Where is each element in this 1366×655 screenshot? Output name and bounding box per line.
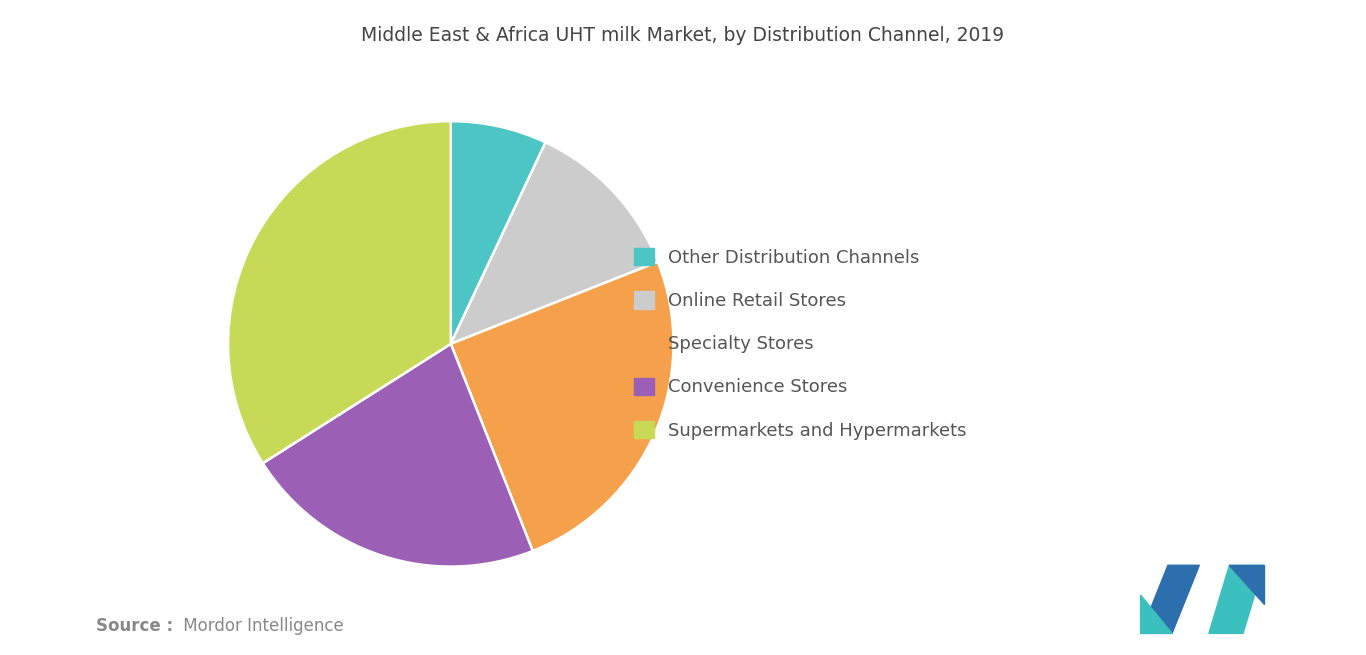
Wedge shape	[451, 262, 673, 551]
Polygon shape	[1141, 595, 1172, 633]
Polygon shape	[1141, 565, 1199, 633]
Legend: Other Distribution Channels, Online Retail Stores, Specialty Stores, Convenience: Other Distribution Channels, Online Reta…	[627, 241, 974, 447]
Polygon shape	[1209, 565, 1264, 633]
Polygon shape	[1229, 565, 1264, 604]
Text: Mordor Intelligence: Mordor Intelligence	[178, 618, 343, 635]
Wedge shape	[451, 142, 658, 344]
Wedge shape	[451, 121, 545, 344]
Text: Middle East & Africa UHT milk Market, by Distribution Channel, 2019: Middle East & Africa UHT milk Market, by…	[362, 26, 1004, 45]
Wedge shape	[228, 121, 451, 463]
Text: Source :: Source :	[96, 618, 172, 635]
Wedge shape	[262, 344, 533, 567]
